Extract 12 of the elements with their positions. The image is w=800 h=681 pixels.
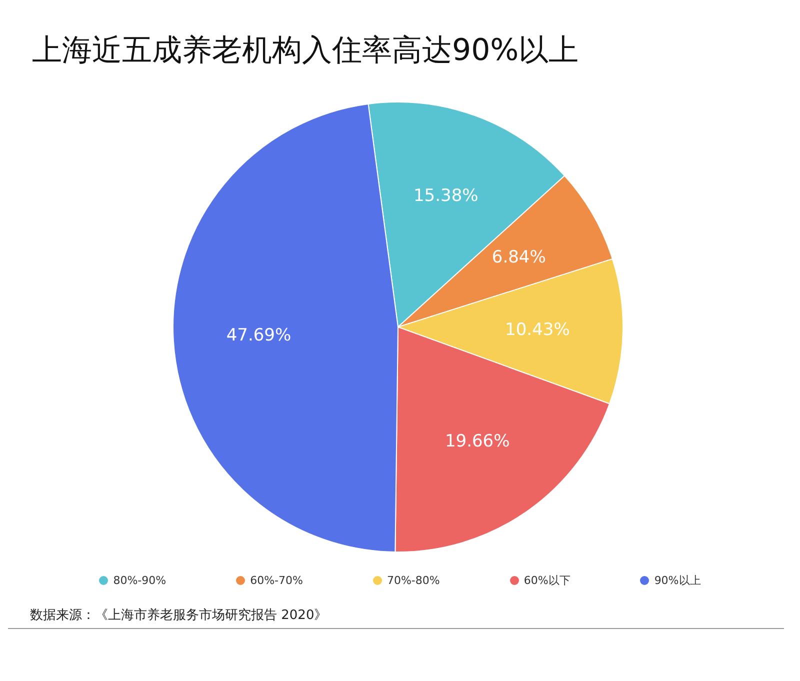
data-label: 10.43% [505,320,570,340]
data-label: 15.38% [413,186,478,206]
data-label: 19.66% [444,432,510,452]
data-label: 47.69% [226,325,292,346]
legend-label: 90%以上 [654,572,701,588]
data-label: 6.84% [492,247,546,268]
legend-label: 60%以下 [524,572,570,588]
source-note: 数据来源：《上海市养老服务市场研究报告 2020》 [30,607,328,624]
legend-label: 70%-80% [386,574,440,586]
legend-label: 80%-90% [113,574,166,586]
legend-label: 60%-70% [250,574,303,586]
chart-title: 上海近五成养老机构入住率高达90%以上 [31,32,580,70]
